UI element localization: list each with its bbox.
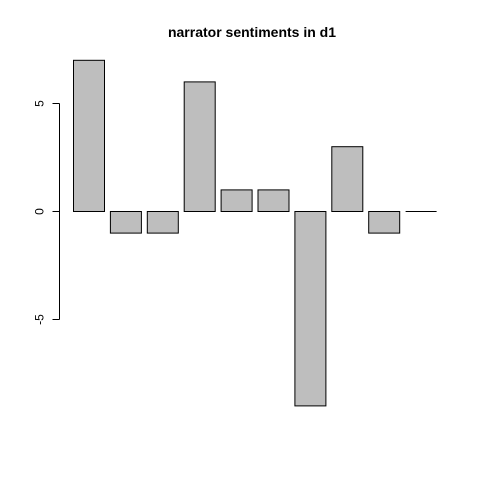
y-tick-label-2: 0 (33, 208, 47, 215)
y-tick-label-3: 5 (33, 100, 47, 107)
bar-4 (183, 81, 216, 213)
bars-group (73, 59, 437, 407)
bar-2 (109, 211, 142, 234)
y-axis: -5 0 5 (33, 100, 60, 325)
bar-5 (220, 189, 253, 212)
chart-title: narrator sentiments in d1 (168, 24, 336, 40)
bar-8 (331, 146, 364, 212)
bar-6 (257, 189, 290, 212)
bar-1 (73, 59, 105, 212)
bar-7 (294, 211, 327, 407)
bar-9 (368, 211, 401, 234)
bar-3 (146, 211, 179, 234)
y-tick-label-1: -5 (33, 314, 47, 325)
